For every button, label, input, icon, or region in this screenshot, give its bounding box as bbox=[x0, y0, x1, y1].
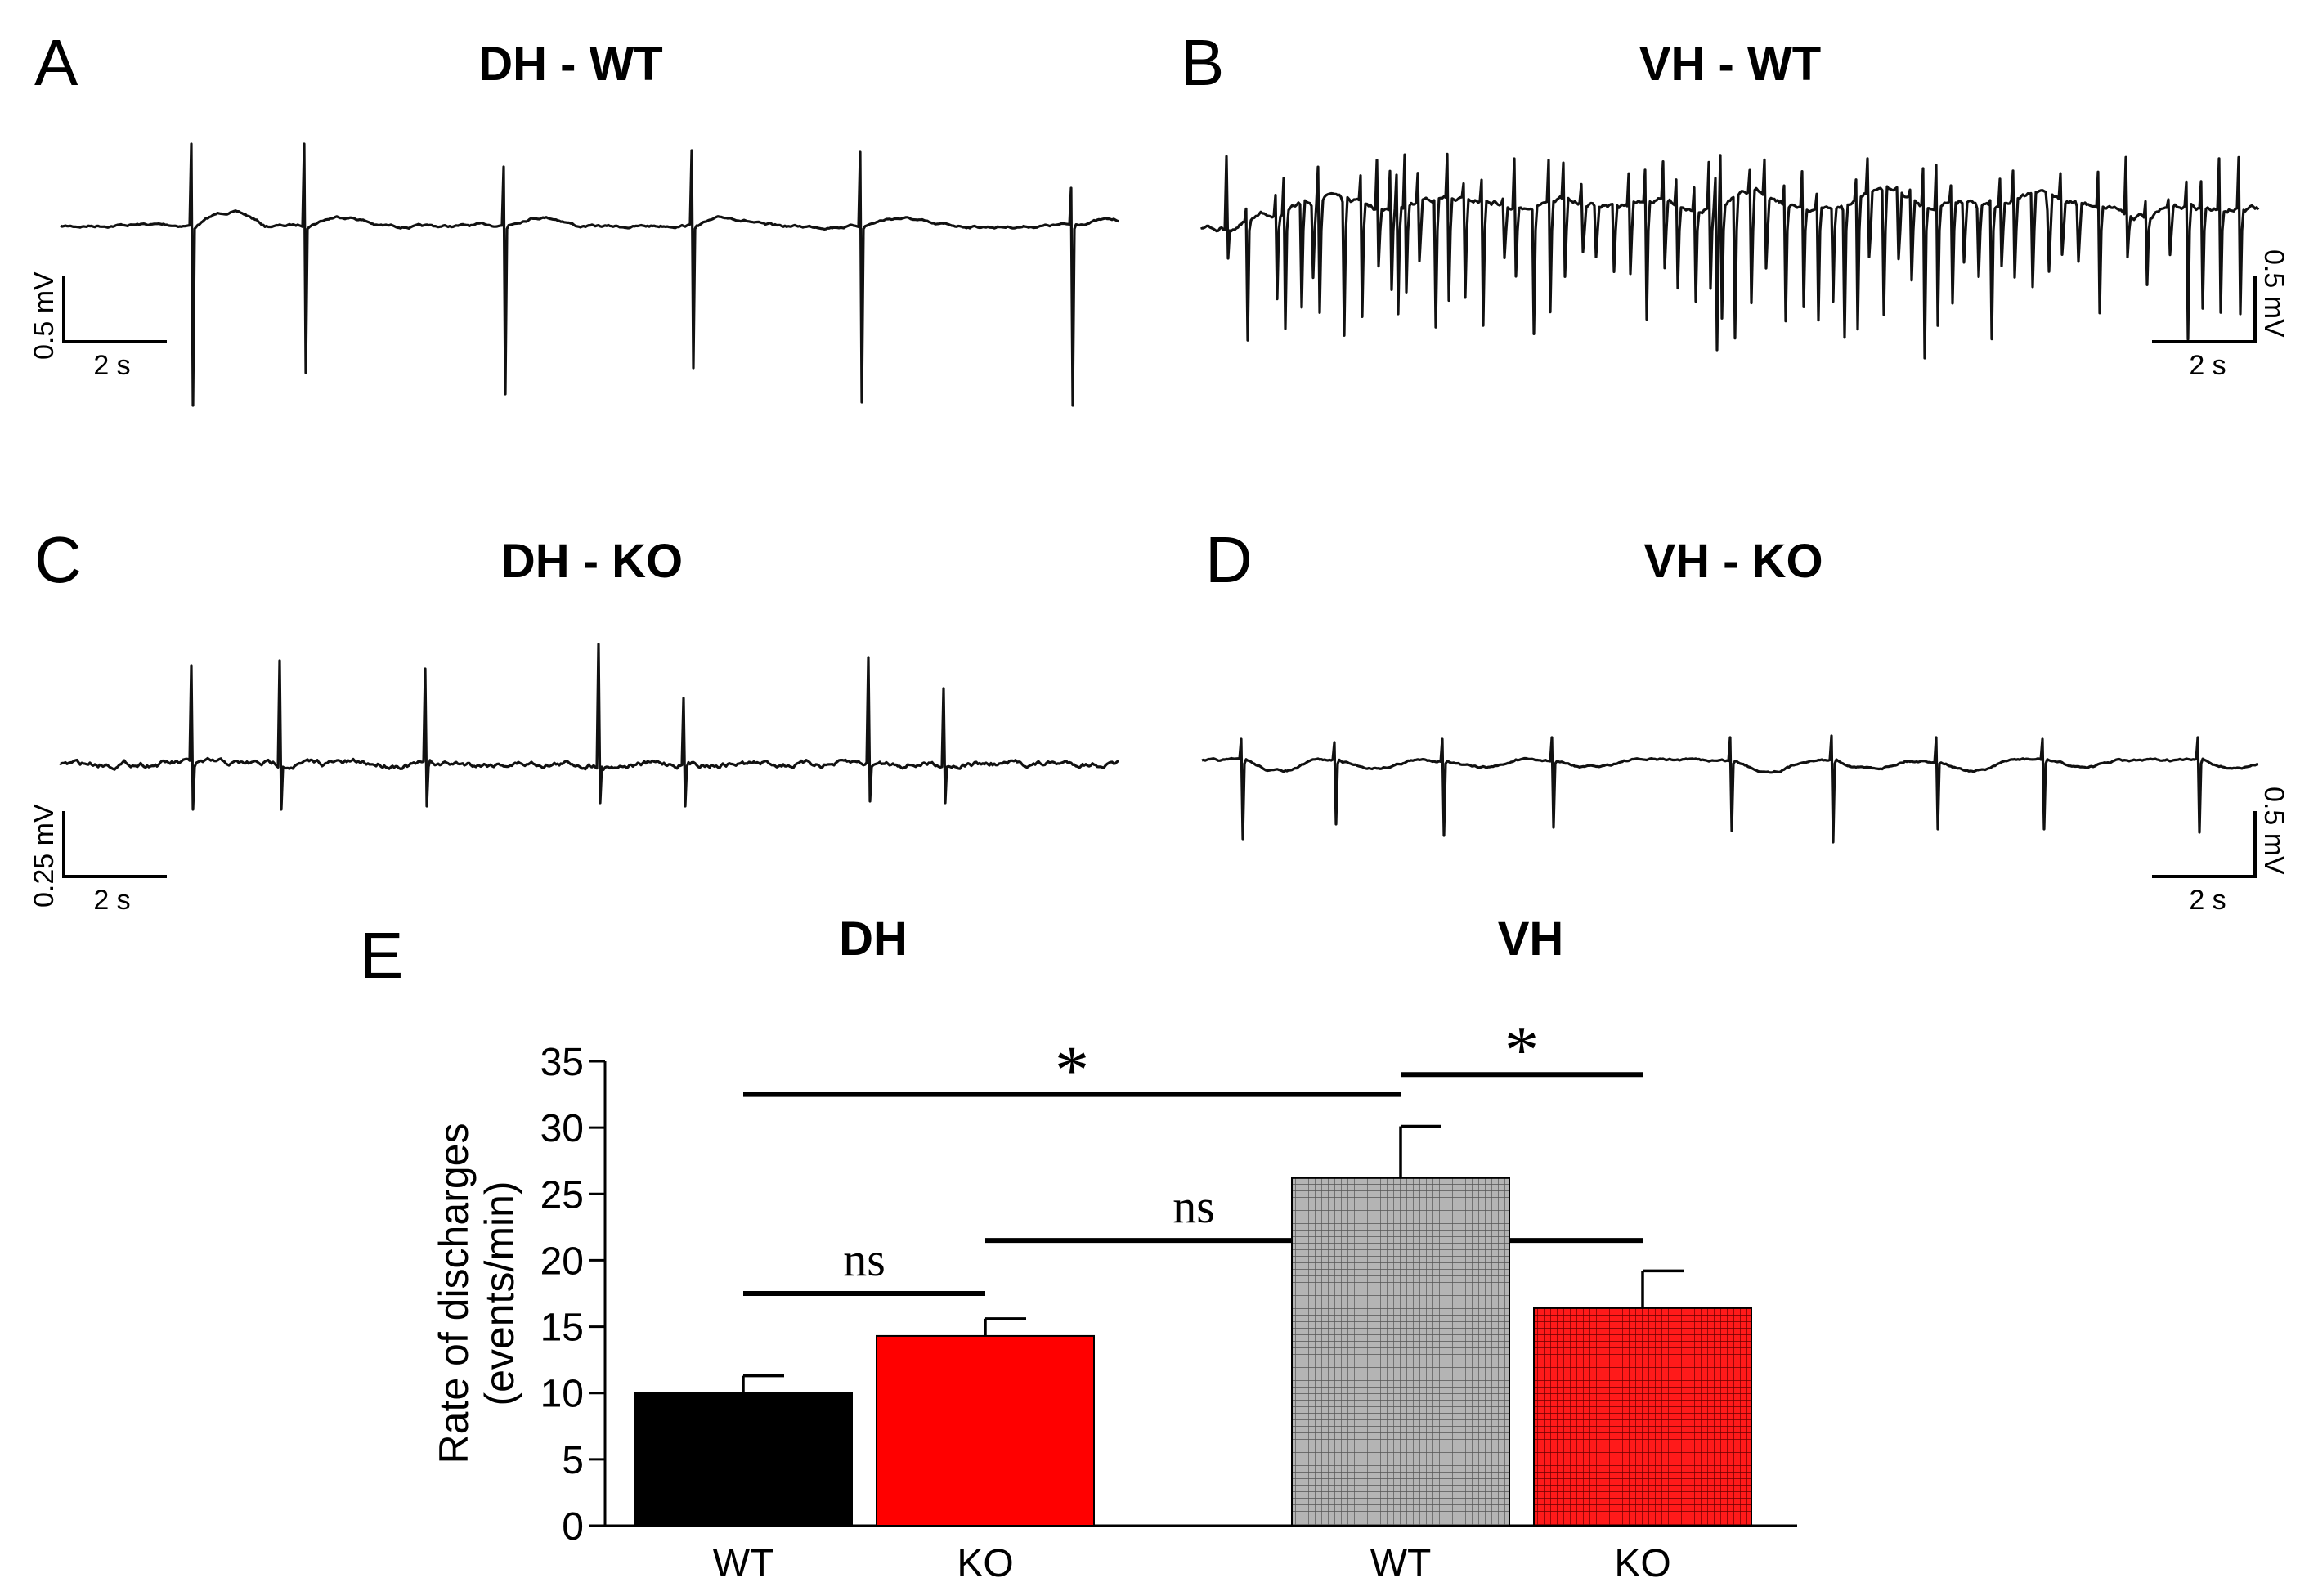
y-tick-label: 25 bbox=[540, 1173, 584, 1217]
panel-e: E DH VH 0 5 10 15 20 25 30 35 Rate of discharge… bbox=[360, 912, 1797, 1585]
significance-star: * bbox=[1055, 1033, 1089, 1109]
x-tick-label: KO bbox=[957, 1542, 1013, 1585]
panel-title-b: VH - WT bbox=[1639, 38, 1821, 91]
panel-title-d: VH - KO bbox=[1643, 535, 1823, 588]
panel-b: B VH - WT 0.5 mV 2 s bbox=[1181, 26, 2289, 381]
panel-title-a: DH - WT bbox=[478, 38, 663, 91]
panel-letter-e: E bbox=[360, 919, 403, 992]
y-tick-label: 35 bbox=[540, 1041, 584, 1084]
bar-ko-dh bbox=[876, 1334, 1095, 1527]
significance-ns: ns bbox=[843, 1233, 886, 1286]
trace-dh-wt bbox=[60, 142, 1119, 407]
y-axis-label-line-2: (events/min) bbox=[477, 1181, 522, 1405]
bar-wt-dh bbox=[634, 1392, 853, 1527]
y-axis-label-line-1: Rate of discharges bbox=[431, 1123, 477, 1464]
scale-bar-c bbox=[62, 811, 167, 878]
y-tick-label: 5 bbox=[562, 1439, 584, 1482]
x-tick-label: KO bbox=[1614, 1542, 1670, 1585]
scale-bar-a bbox=[62, 276, 167, 343]
scale-time-a: 2 s bbox=[93, 350, 130, 381]
scale-voltage-c: 0.25 mV bbox=[29, 804, 60, 908]
bar-wt-vh bbox=[1291, 1177, 1510, 1527]
y-tick-label: 15 bbox=[540, 1307, 584, 1350]
bar-ko-vh bbox=[1533, 1307, 1752, 1527]
trace-vh-wt bbox=[1200, 152, 2260, 360]
y-tick-label: 0 bbox=[562, 1505, 584, 1549]
panel-letter-a: A bbox=[34, 26, 78, 99]
scale-voltage-a: 0.5 mV bbox=[29, 271, 60, 360]
scale-time-c: 2 s bbox=[93, 885, 130, 916]
panel-a: A DH - WT 0.5 mV 2 s bbox=[29, 26, 1119, 407]
bar-chart: 0 5 10 15 20 25 30 35 Rate of discharges (event… bbox=[431, 1012, 1797, 1585]
panel-letter-c: C bbox=[34, 523, 82, 596]
panel-letter-d: D bbox=[1205, 523, 1253, 596]
panel-title-c: DH - KO bbox=[501, 535, 683, 588]
x-tick-label: WT bbox=[713, 1542, 774, 1585]
trace-vh-ko bbox=[1201, 734, 2259, 844]
scale-bar-b bbox=[2152, 276, 2257, 343]
scale-time-b: 2 s bbox=[2189, 350, 2226, 381]
scale-voltage-d: 0.5 mV bbox=[2258, 787, 2289, 875]
significance-star: * bbox=[1504, 1012, 1539, 1088]
panel-c: C DH - KO 0.25 mV 2 s bbox=[29, 523, 1119, 916]
y-tick-label: 30 bbox=[540, 1107, 584, 1150]
significance-ns: ns bbox=[1172, 1180, 1215, 1233]
scale-bar-d bbox=[2152, 811, 2257, 878]
y-axis: 0 5 10 15 20 25 30 35 bbox=[540, 1041, 607, 1549]
scale-time-d: 2 s bbox=[2189, 885, 2226, 916]
y-tick-label: 10 bbox=[540, 1373, 584, 1416]
trace-dh-ko bbox=[59, 643, 1119, 811]
scale-voltage-b: 0.5 mV bbox=[2258, 249, 2289, 338]
panel-letter-b: B bbox=[1181, 26, 1224, 99]
x-tick-label: WT bbox=[1370, 1542, 1432, 1585]
y-tick-label: 20 bbox=[540, 1240, 584, 1283]
group-title-vh: VH bbox=[1498, 912, 1564, 966]
panel-d: D VH - KO 0.5 mV 2 s bbox=[1201, 523, 2289, 916]
group-title-dh: DH bbox=[839, 912, 908, 966]
